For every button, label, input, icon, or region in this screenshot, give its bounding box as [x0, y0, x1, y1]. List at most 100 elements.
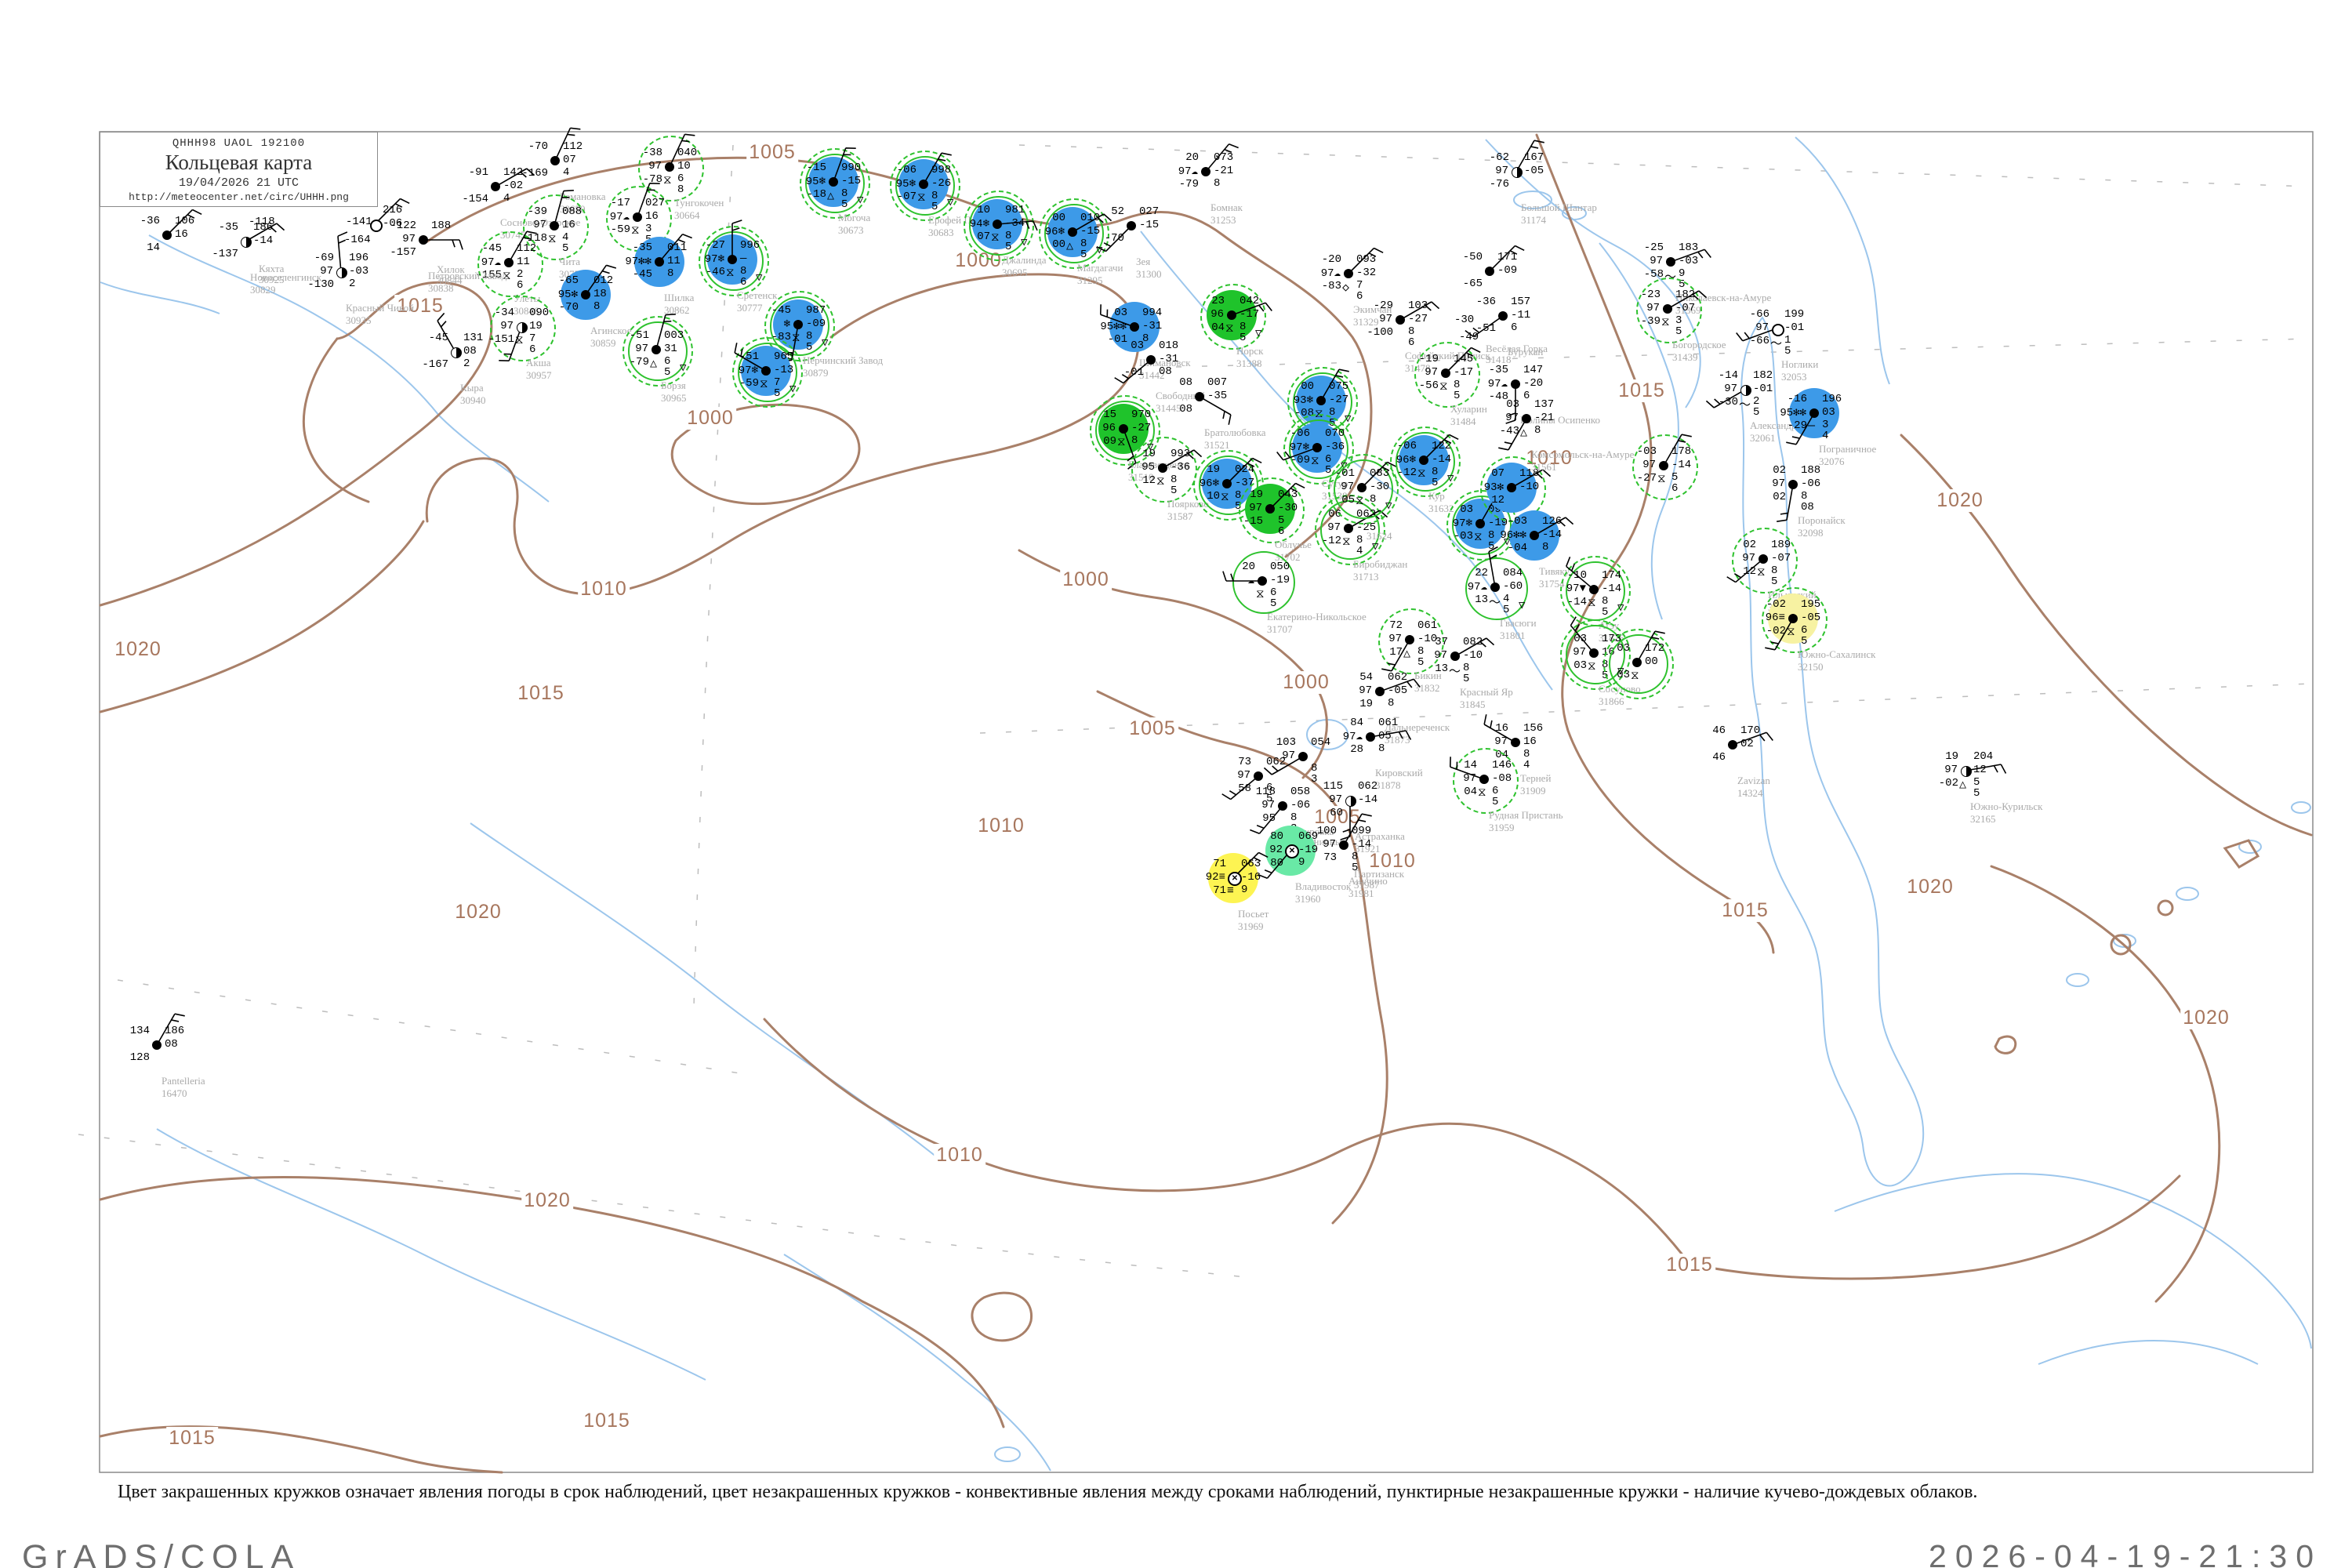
cloud-amount-2: 6 — [1671, 482, 1679, 495]
station-marker — [728, 255, 737, 264]
cloud-amount-1: 7 — [1356, 279, 1363, 292]
cloud-amount-2: 5 — [1266, 793, 1273, 805]
isobar-label: 1000 — [1060, 568, 1112, 592]
temperature-value: 02 — [1743, 539, 1756, 551]
cloud-amount-2: 8 — [677, 183, 684, 196]
pressure-value: 186 — [165, 1025, 185, 1037]
cloud-symbol: ⧖ — [1439, 380, 1448, 394]
pressure-value: 062 — [1388, 671, 1408, 684]
coastline-layer — [100, 136, 2312, 1472]
humidity-and-weather: 95 — [1142, 461, 1155, 474]
cloud-amount-2: 6 — [517, 279, 524, 292]
humidity-and-weather: 97 — [1282, 750, 1295, 762]
dewpoint-value: -29 — [1787, 419, 1807, 432]
cloud-amount-1: 6 — [1511, 321, 1518, 334]
cloud-amount-2: 5 — [1488, 540, 1495, 553]
pressure-value: 126 — [1542, 515, 1563, 528]
pressure-tendency: 11 — [667, 255, 681, 267]
cloud-amount-1: 8 — [1311, 762, 1318, 775]
cloud-amount-1: 8 — [1131, 434, 1138, 447]
dewpoint-value: -157 — [390, 246, 416, 259]
pressure-value: 965 — [774, 350, 794, 363]
wind-barb — [1566, 557, 1595, 590]
pressure-tendency: -31 — [1142, 320, 1163, 332]
station-marker — [1589, 648, 1599, 658]
pressure-tendency: 12 — [1973, 764, 1987, 776]
dewpoint-value: 19 — [1359, 698, 1373, 710]
cloud-amount-2: 5 — [1432, 477, 1439, 489]
pressure-value: 099 — [1352, 825, 1372, 837]
cloud-amount-2: 6 — [1356, 290, 1363, 303]
cb-cloud-dashed-ring — [638, 136, 704, 201]
station-marker — [241, 237, 252, 248]
cb-cloud-dashed-ring — [1732, 528, 1798, 593]
cloud-amount-1: 8 — [1771, 564, 1778, 577]
station-name-label: Джалинда 30695 — [1002, 254, 1047, 278]
station-name-label: Хуларин 31484 — [1450, 403, 1487, 427]
wind-barb — [1449, 757, 1485, 780]
station-name-label: Рудная Пристань 31959 — [1489, 809, 1563, 833]
isobar-label: 1015 — [166, 1427, 218, 1450]
station-marker — [1479, 775, 1489, 784]
temperature-value: 103 — [1276, 736, 1296, 749]
pressure-tendency: -05 — [1801, 612, 1821, 624]
wind-barb — [554, 127, 581, 162]
temperature-value: -25 — [1643, 241, 1664, 254]
cloud-amount-2: 5 — [1771, 575, 1778, 588]
cloud-amount-1: 2 — [1753, 395, 1760, 408]
pressure-tendency: -05 — [1524, 165, 1544, 177]
cloud-symbol: △ — [1403, 648, 1411, 661]
wind-barb — [1465, 315, 1504, 338]
station-marker — [1961, 766, 1972, 777]
dewpoint-value: -03 — [1453, 530, 1473, 543]
cb-cloud-dashed-ring — [1039, 198, 1109, 269]
cloud-amount-2: 5 — [1235, 500, 1242, 513]
pressure-tendency: -01 — [1753, 383, 1773, 395]
wind-barb — [1534, 517, 1574, 536]
cloud-symbol: ⧖ — [1757, 566, 1766, 579]
temperature-value: -50 — [1462, 251, 1483, 263]
temperature-value: -66 — [1749, 308, 1769, 321]
wind-barb — [1498, 418, 1527, 451]
wind-barb — [1777, 484, 1794, 522]
station-marker — [1740, 385, 1751, 396]
temperature-value: -45 — [481, 242, 502, 255]
cloud-amount-2: 5 — [1325, 464, 1332, 477]
cloud-amount-2: 5 — [806, 341, 813, 354]
cb-cloud-dashed-ring — [890, 151, 960, 221]
cloud-amount-2: 5 — [1463, 673, 1470, 685]
station-name-label: Нерчинский Завод 30879 — [803, 354, 884, 379]
wind-barb — [734, 343, 767, 372]
cloud-symbol: ⧖ — [726, 267, 735, 280]
cloud-amount-1: 6 — [1523, 390, 1530, 402]
pressure-value: 103 — [1408, 299, 1428, 312]
pressure-tendency: 10 — [677, 160, 691, 172]
wind-barb — [1370, 730, 1412, 740]
station-marker — [336, 267, 347, 278]
legend-caption: Цвет закрашенных кружков означает явлени… — [118, 1482, 1978, 1502]
station-marker — [1512, 167, 1523, 178]
station-marker — [1666, 257, 1675, 267]
pressure-value: 981 — [1005, 204, 1025, 216]
temperature-value: 03 — [1573, 633, 1587, 645]
pressure-tendency: -36 — [1325, 441, 1345, 453]
dewpoint-value: -02 — [1766, 625, 1786, 637]
temperature-value: -65 — [558, 274, 579, 287]
pressure-value: 170 — [1740, 724, 1761, 737]
dewpoint-value: -56 — [1418, 379, 1439, 392]
station-marker — [1589, 585, 1599, 594]
station-marker — [1419, 456, 1428, 465]
humidity-and-weather: 97 — [1573, 646, 1586, 659]
isobar-label: 1015 — [1664, 1254, 1715, 1277]
temperature-value: 20 — [1185, 151, 1199, 164]
cloud-symbol: ⧖ — [1631, 670, 1639, 683]
pressure-tendency: 16 — [1523, 735, 1537, 748]
pressure-value: 118 — [1519, 467, 1540, 480]
station-marker — [370, 220, 383, 232]
station-marker — [993, 220, 1002, 229]
humidity-and-weather: 97▼ — [1566, 583, 1586, 595]
cloud-amount-2: 4 — [1822, 430, 1829, 442]
pressure-value: 204 — [1973, 750, 1994, 763]
wind-barb — [1399, 301, 1440, 321]
pressure-tendency: -25 — [1356, 521, 1377, 534]
